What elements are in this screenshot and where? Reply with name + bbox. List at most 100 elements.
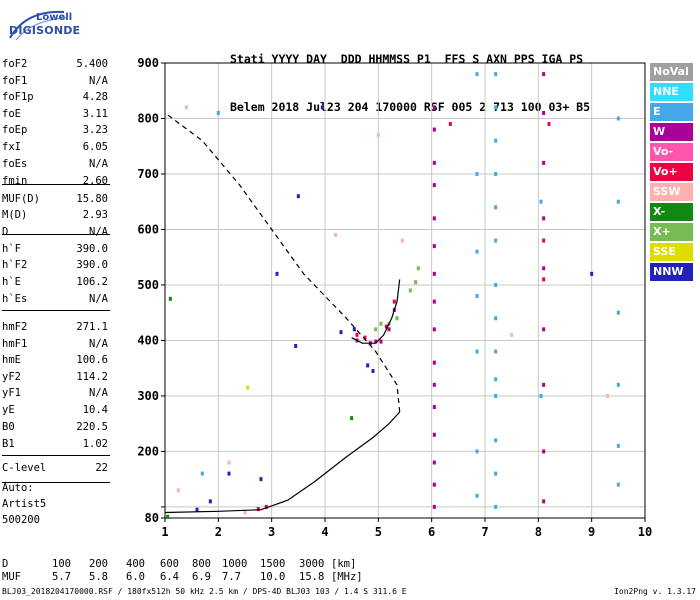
param-divider xyxy=(2,310,110,311)
param-divider xyxy=(2,455,110,456)
param-value: 4.28 xyxy=(82,91,108,103)
param-value: 10.4 xyxy=(82,404,108,416)
param-divider xyxy=(2,234,110,235)
param-value: 22 xyxy=(95,462,108,474)
echo-point xyxy=(539,199,543,204)
param-row: foF1 N/A xyxy=(2,75,108,89)
legend-item: Vo+ xyxy=(650,163,693,181)
echo-point xyxy=(374,339,378,344)
param-name: C-level xyxy=(2,462,47,474)
legend-item: SSW xyxy=(650,183,693,201)
echo-point xyxy=(366,363,370,368)
echo-point xyxy=(227,460,231,465)
param-value: 3.23 xyxy=(82,124,108,136)
echo-point xyxy=(416,266,420,271)
echo-point xyxy=(432,360,436,365)
param-value: 1.02 xyxy=(82,438,108,450)
echo-point xyxy=(432,183,436,188)
param-value: 15.80 xyxy=(76,193,108,205)
echo-point xyxy=(374,327,378,332)
echo-point xyxy=(616,310,620,315)
y-tick-label: 400 xyxy=(137,333,159,347)
param-row: hmF1 N/A xyxy=(2,338,108,352)
echo-point xyxy=(432,160,436,165)
echo-point xyxy=(392,299,396,304)
y-tick-label: 700 xyxy=(137,167,159,181)
logo-text-lowell: Lowell xyxy=(36,12,73,23)
param-row: M(D) 2.93 xyxy=(2,209,108,223)
muf-cell: 200 xyxy=(89,558,108,570)
echo-point xyxy=(475,294,479,299)
echo-point xyxy=(494,238,498,243)
param-name: D xyxy=(2,226,9,238)
echo-point xyxy=(542,160,546,165)
muf-cell: 800 xyxy=(192,558,211,570)
echo-point xyxy=(432,327,436,332)
muf-row-label: MUF xyxy=(2,571,21,583)
echo-point xyxy=(216,110,220,115)
param-row: foF2 5.400 xyxy=(2,58,108,72)
param-name: h`Es xyxy=(2,293,28,305)
param-value: 5.400 xyxy=(76,58,108,70)
param-value: N/A xyxy=(89,293,108,305)
param-row: h`F2 390.0 xyxy=(2,259,108,273)
muf-cell: 5.8 xyxy=(89,571,108,583)
echo-point xyxy=(494,438,498,443)
echo-point xyxy=(395,316,399,321)
legend-item: X+ xyxy=(650,223,693,241)
echo-point xyxy=(542,216,546,221)
muf-cell: 6.4 xyxy=(160,571,179,583)
auto-artist: Artist5 xyxy=(2,498,47,510)
logo-text-digisonde: DIGISONDE xyxy=(9,24,81,37)
param-row: hmE 100.6 xyxy=(2,354,108,368)
x-tick-label: 10 xyxy=(638,525,652,539)
echo-point xyxy=(494,316,498,321)
param-value: 271.1 xyxy=(76,321,108,333)
param-name: hmE xyxy=(2,354,21,366)
param-row: h`F 390.0 xyxy=(2,243,108,257)
echo-point xyxy=(176,488,180,493)
echo-point xyxy=(542,499,546,504)
muf-unit: [MHz] xyxy=(331,571,363,583)
x-tick-label: 3 xyxy=(268,525,275,539)
echo-point xyxy=(494,205,498,210)
echo-point xyxy=(320,105,324,110)
muf-cell: 1500 xyxy=(260,558,286,570)
echo-point xyxy=(494,138,498,143)
echo-point xyxy=(475,493,479,498)
param-row: hmF2 271.1 xyxy=(2,321,108,335)
echo-point xyxy=(184,105,188,110)
echo-point xyxy=(414,280,418,285)
echo-point xyxy=(432,299,436,304)
muf-cell: 6.9 xyxy=(192,571,211,583)
param-value: N/A xyxy=(89,338,108,350)
param-name: MUF(D) xyxy=(2,193,40,205)
param-value: 220.5 xyxy=(76,421,108,433)
x-tick-label: 4 xyxy=(321,525,328,539)
echo-point xyxy=(547,122,551,127)
echo-point xyxy=(243,510,247,515)
muf-cell: 1000 xyxy=(222,558,248,570)
x-tick-label: 8 xyxy=(535,525,542,539)
muf-cell: 6.0 xyxy=(126,571,145,583)
plot-frame xyxy=(164,62,646,519)
legend-item: W xyxy=(650,123,693,141)
echo-point xyxy=(510,332,514,337)
param-row: B1 1.02 xyxy=(2,438,108,452)
echo-point xyxy=(195,507,199,512)
echo-point xyxy=(339,330,343,335)
echo-point xyxy=(475,171,479,176)
legend-item: Vo- xyxy=(650,143,693,161)
echo-point xyxy=(352,327,356,332)
y-tick-label: 600 xyxy=(137,222,159,236)
param-name: foF1 xyxy=(2,75,28,87)
x-tick-label: 7 xyxy=(481,525,488,539)
echo-point xyxy=(294,343,298,348)
echo-point xyxy=(200,471,204,476)
echo-point xyxy=(432,482,436,487)
muf-cell: 15.8 xyxy=(299,571,325,583)
param-name: h`E xyxy=(2,276,21,288)
param-value: 2.93 xyxy=(82,209,108,221)
param-name: h`F xyxy=(2,243,21,255)
